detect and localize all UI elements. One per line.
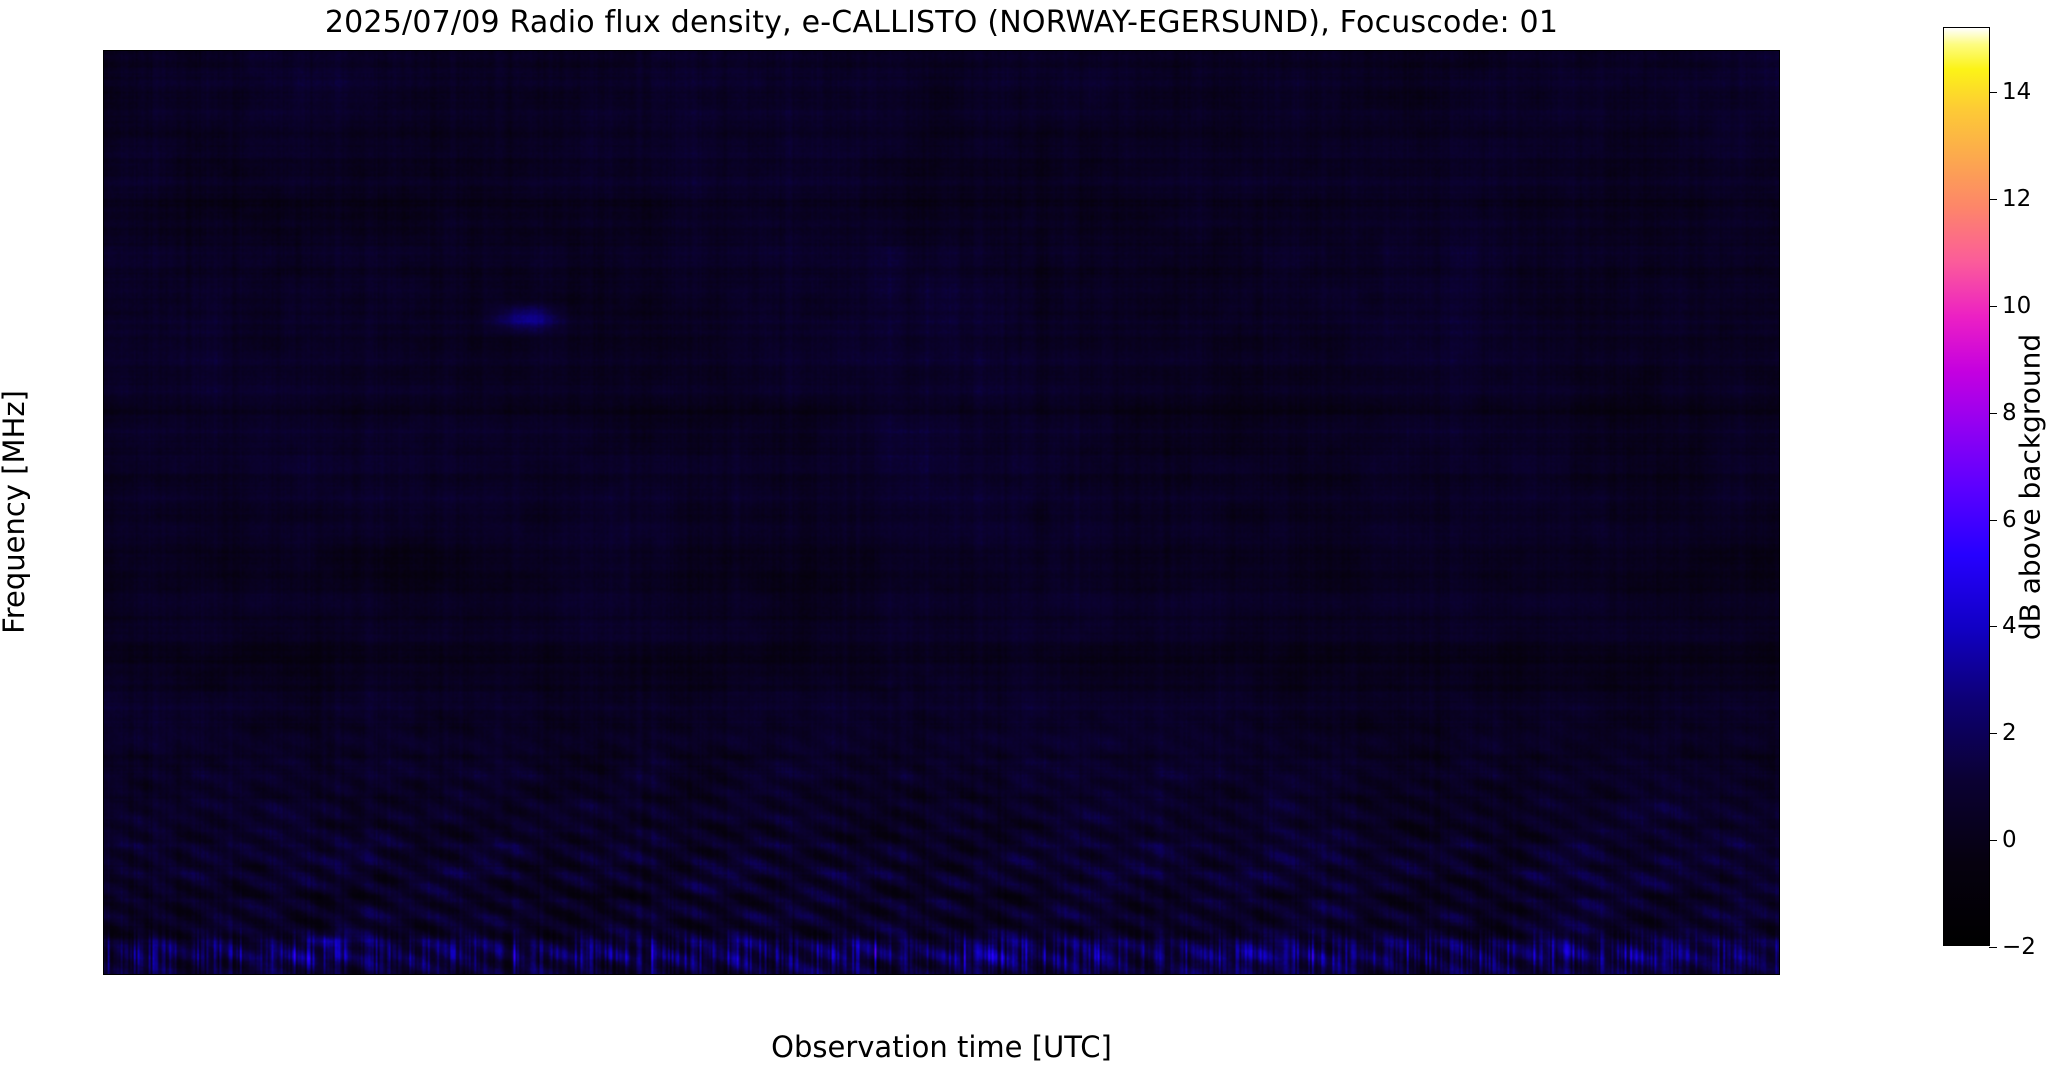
x-tick-mark (217, 974, 218, 975)
colorbar-tick-mark (1989, 198, 1997, 200)
colorbar-tick-label: 6 (2002, 506, 2017, 533)
x-tick-mark (782, 974, 783, 975)
colorbar[interactable]: 14 12 10 8 6 4 2 0 −2 (1943, 27, 2036, 960)
colorbar-tick-label: 4 (2002, 613, 2017, 640)
colorbar-tick-label: 2 (2002, 720, 2017, 747)
x-tick-mark (1461, 974, 1462, 975)
y-axis-label: Frequency [MHz] (0, 390, 31, 634)
x-tick-mark (669, 974, 670, 975)
y-tick-mark (103, 286, 104, 287)
colorbar-tick-label: 8 (2002, 399, 2017, 426)
spectrogram-axes[interactable]: 8070605040302012:0012:0112:0212:0312:041… (103, 50, 1780, 975)
y-tick-mark (103, 937, 104, 938)
page-title: 2025/07/09 Radio flux density, e-CALLIST… (324, 5, 1559, 40)
y-tick-mark (103, 416, 104, 417)
colorbar-tick-mark (1989, 519, 1997, 521)
colorbar-tick-label: −2 (2002, 934, 2036, 960)
x-tick-mark (1348, 974, 1349, 975)
x-tick-mark (330, 974, 331, 975)
x-tick-mark (1122, 974, 1123, 975)
spectrogram-image (104, 51, 1779, 974)
x-tick-mark (1008, 974, 1009, 975)
colorbar-tick-mark (1989, 412, 1997, 414)
y-tick-mark (103, 807, 104, 808)
x-tick-mark (1687, 974, 1688, 975)
colorbar-tick-mark (1989, 947, 1997, 948)
colorbar-tick-label: 12 (2002, 185, 2032, 212)
colorbar-tick-mark (1989, 626, 1997, 628)
colorbar-label: dB above background (2013, 333, 2047, 641)
spectrogram-bitmap (104, 51, 1779, 974)
colorbar-tick-mark (1989, 840, 1997, 842)
x-tick-mark (1235, 974, 1236, 975)
x-tick-mark (104, 974, 105, 975)
colorbar-gradient (1944, 28, 1989, 945)
colorbar-tick-mark (1989, 92, 1997, 94)
colorbar-tick-mark (1989, 733, 1997, 735)
x-axis-label: Observation time [UTC] (771, 1030, 1112, 1064)
y-tick-mark (103, 546, 104, 547)
colorbar-tick-mark (1989, 305, 1997, 307)
colorbar-tick-label: 0 (2002, 827, 2017, 854)
x-tick-mark (895, 974, 896, 975)
y-tick-mark (103, 155, 104, 156)
colorbar-tick-label: 14 (2002, 79, 2032, 106)
x-tick-mark (1574, 974, 1575, 975)
y-tick-mark (103, 676, 104, 677)
colorbar-tick-label: 10 (2002, 292, 2032, 319)
x-tick-mark (443, 974, 444, 975)
x-tick-mark (556, 974, 557, 975)
